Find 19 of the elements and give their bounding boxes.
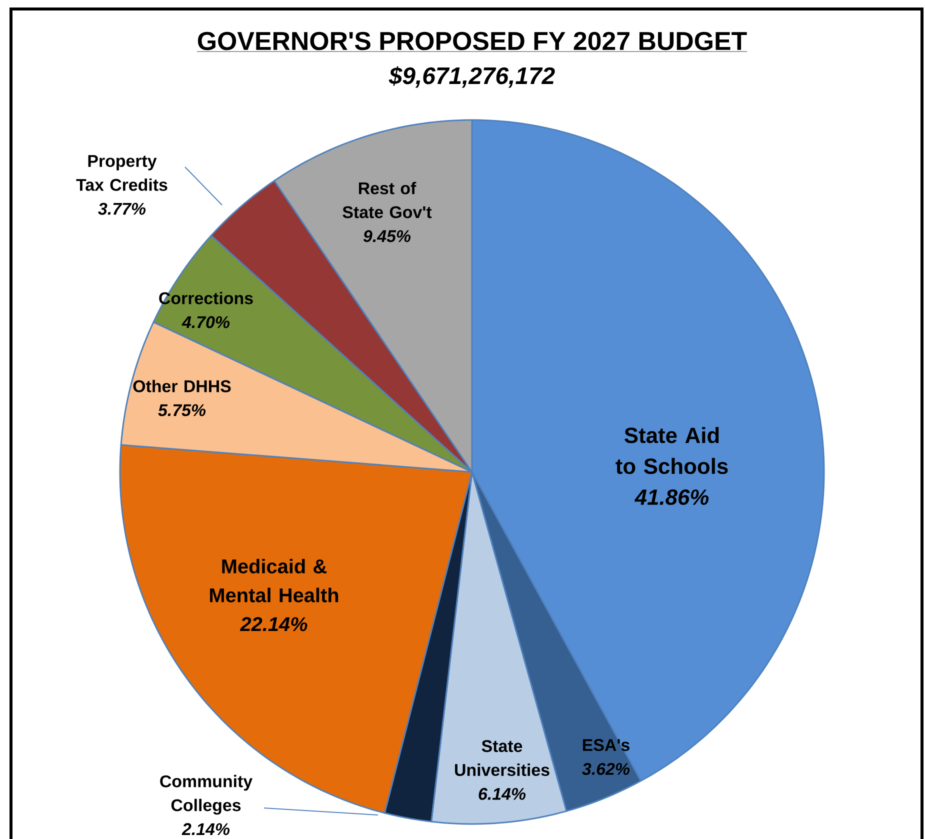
data-label: 2.14% <box>182 823 230 836</box>
data-label: 5.75% <box>158 404 206 416</box>
data-label: 4.70% <box>182 316 230 328</box>
data-label: 6.14% <box>478 788 526 800</box>
slice-label: Property Tax Credits <box>76 155 168 191</box>
data-label: 3.77% <box>98 202 146 215</box>
data-label: 3.62% <box>582 762 630 775</box>
data-label: 9.45% <box>363 230 411 242</box>
chart-subtitle: $9,671,276,172 <box>388 66 555 88</box>
slice-label: Community Colleges <box>160 774 252 815</box>
slice-label: Medicaid & Mental Health <box>210 558 338 602</box>
chart-title: GOVERNOR'S PROPOSED FY 2027 BUDGET <box>198 32 747 50</box>
slice-label: Other DHHS <box>133 380 231 392</box>
data-label: 22.14% <box>240 617 308 632</box>
slice-label: State Universities <box>455 740 550 776</box>
slice-label: ESA's <box>583 739 630 752</box>
slice-label: State Aid to Schools <box>616 427 728 474</box>
slice-label: Rest of State Gov't <box>342 182 432 218</box>
data-label: 41.86% <box>634 489 709 505</box>
